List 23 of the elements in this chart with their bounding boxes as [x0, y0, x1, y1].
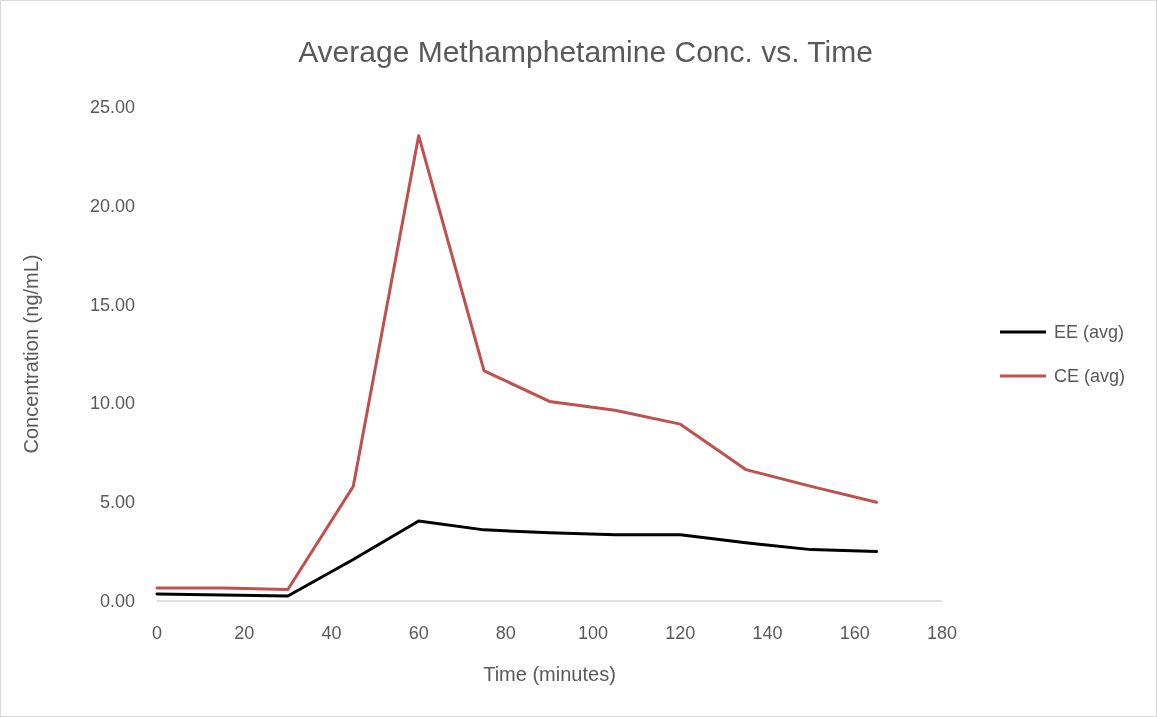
y-tick-label: 20.00	[89, 195, 135, 216]
x-tick-label: 180	[926, 623, 958, 643]
x-tick-label: 60	[408, 623, 429, 643]
y-tick-label: 5.00	[99, 492, 135, 513]
x-tick-label: 160	[839, 623, 870, 643]
x-tick-label: 0	[151, 623, 163, 643]
x-tick-label: 120	[665, 623, 696, 643]
legend-label: CE (avg)	[1054, 366, 1126, 386]
x-tick-label: 80	[495, 623, 516, 643]
y-tick-label: 15.00	[89, 294, 135, 315]
line-series	[155, 134, 879, 592]
x-axis-title: Time (minutes)	[483, 663, 616, 685]
y-axis-title: Concentration (ng/mL)	[20, 254, 42, 454]
line-series	[155, 519, 879, 598]
chart-title: Average Methamphetamine Conc. vs. Time	[298, 35, 873, 68]
y-tick-label: 25.00	[89, 97, 135, 117]
x-tick-label: 100	[578, 623, 609, 643]
x-tick-label: 40	[321, 623, 342, 643]
y-tick-label: 10.00	[89, 393, 135, 414]
x-tick-label: 20	[234, 623, 255, 643]
x-tick-label: 140	[752, 623, 783, 643]
legend-label: EE (avg)	[1054, 322, 1125, 342]
y-tick-label: 0.00	[99, 591, 135, 611]
